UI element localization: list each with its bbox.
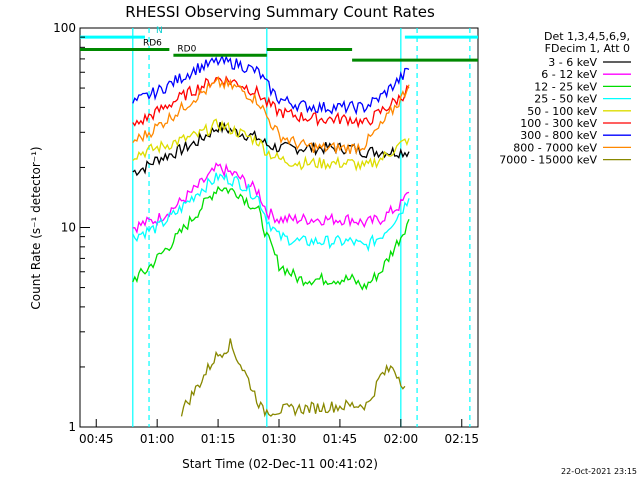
legend-label-7: 800 - 7000 keV [513,141,597,154]
y-tick-label-0: 1 [68,420,76,434]
series-line-7 [132,75,410,156]
series-line-0 [132,121,410,177]
x-tick-label-0: 00:45 [79,432,114,446]
x-tick-label-6: 02:15 [444,432,479,446]
x-tick-label-4: 01:45 [323,432,358,446]
series-line-5 [132,75,410,129]
legend-label-5: 100 - 300 keV [520,117,597,130]
legend-label-1: 6 - 12 keV [541,68,597,81]
x-tick-label-1: 01:00 [140,432,175,446]
legend-label-3: 25 - 50 keV [534,93,597,106]
plot-frame [79,27,479,428]
series-line-8 [180,338,406,418]
legend-label-2: 12 - 25 keV [534,80,597,93]
x-tick-label-3: 01:30 [262,432,297,446]
legend: Det 1,3,4,5,6,9, FDecim 1, Att 0 3 - 6 k… [499,30,631,167]
timestamp: 22-Oct-2021 23:15 [561,467,637,476]
x-tick-label-5: 02:00 [384,432,419,446]
legend-label-4: 50 - 100 keV [527,105,597,118]
annotation-label-2: RD0 [177,44,196,54]
y-axis-label: Count Rate (s⁻¹ detector⁻¹) [29,146,43,309]
series-line-1 [132,162,410,234]
chart-title: RHESSI Observing Summary Count Rates [125,3,435,21]
legend-header-line-2: FDecim 1, Att 0 [545,42,630,55]
series-line-6 [132,54,410,116]
series-line-3 [132,172,410,253]
legend-label-0: 3 - 6 keV [548,56,597,69]
annotation-label-0: N [156,26,163,36]
legend-label-8: 7000 - 15000 keV [499,154,597,167]
series-line-2 [132,185,410,291]
series-line-4 [132,118,410,172]
x-axis-label: Start Time (02-Dec-11 00:41:02) [182,457,378,471]
y-tick-label-2: 100 [53,21,76,35]
legend-header-line-1: Det 1,3,4,5,6,9, [544,30,630,43]
x-tick-label-2: 01:15 [201,432,236,446]
annotation-label-3: RD6 [143,39,162,49]
legend-label-6: 300 - 800 keV [520,129,597,142]
y-tick-label-1: 10 [61,221,76,235]
